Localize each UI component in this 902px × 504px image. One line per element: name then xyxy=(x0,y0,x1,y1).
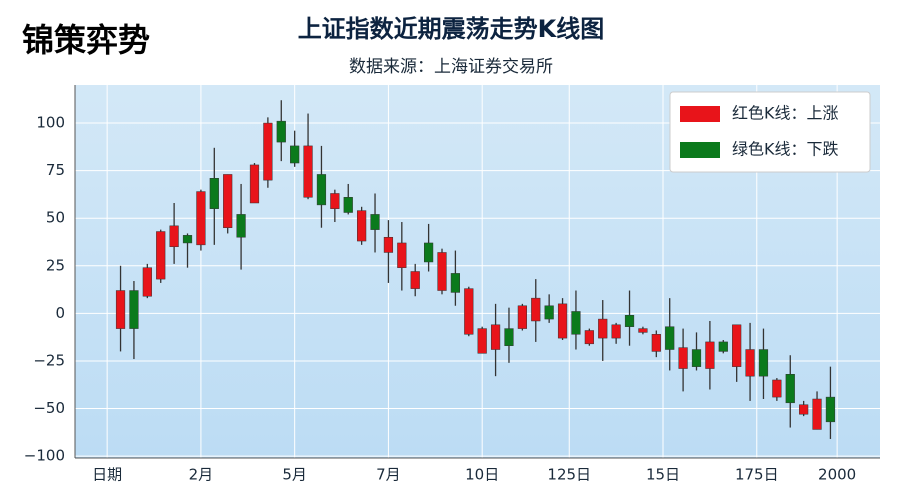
brand: 锦策弈势 xyxy=(22,21,150,59)
candle-body xyxy=(330,193,340,209)
candle-body xyxy=(571,311,581,335)
candle-body xyxy=(517,305,527,329)
candle-body xyxy=(357,210,367,242)
candle-body xyxy=(223,174,233,228)
candle-body xyxy=(772,379,782,398)
candle-body xyxy=(156,231,166,280)
x-tick-label: 175日 xyxy=(735,466,779,484)
candle-body xyxy=(651,334,661,352)
x-tick-label: 7月 xyxy=(376,466,401,484)
candle-body xyxy=(785,374,795,404)
candle-body xyxy=(437,252,447,291)
x-tick-label: 10日 xyxy=(465,466,499,484)
candle-body xyxy=(424,242,434,263)
candle-body xyxy=(397,242,407,268)
chart-subtitle: 数据来源：上海证券交易所 xyxy=(349,57,553,77)
candle-body xyxy=(410,271,420,289)
y-tick-label: −100 xyxy=(24,447,65,465)
candle-body xyxy=(718,341,728,352)
y-tick-label: 50 xyxy=(46,209,65,227)
candle-body xyxy=(370,214,380,230)
candle-body xyxy=(209,178,219,209)
candle-body xyxy=(812,398,822,430)
candle-body xyxy=(477,328,487,354)
candle-body xyxy=(531,297,541,322)
candle-body xyxy=(758,349,769,377)
y-tick-label: 75 xyxy=(46,161,65,179)
candle-body xyxy=(638,328,648,333)
y-tick-label: −50 xyxy=(33,399,65,417)
candle-body xyxy=(249,164,260,204)
candle-body xyxy=(678,347,688,369)
candle-body xyxy=(142,267,152,297)
x-tick-label: 2月 xyxy=(189,466,214,484)
x-tick-label: 日期 xyxy=(92,466,122,484)
candle-body xyxy=(263,122,273,181)
candle-body xyxy=(544,305,554,320)
legend-swatch xyxy=(680,142,720,158)
y-tick-label: 100 xyxy=(36,114,65,132)
y-tick-label: −25 xyxy=(33,351,65,369)
chart-title: 上证指数近期震荡走势K线图 xyxy=(298,15,605,43)
candle-body xyxy=(745,349,755,377)
candle-body xyxy=(129,290,139,329)
legend-swatch xyxy=(680,106,720,122)
candle-body xyxy=(490,324,501,350)
x-tick-label: 2000 xyxy=(818,466,856,484)
candle-body xyxy=(624,315,635,327)
x-tick-label: 15日 xyxy=(646,466,680,484)
legend-label: 红色K线：上涨 xyxy=(732,104,839,123)
candle-body xyxy=(169,225,179,248)
candle-body xyxy=(598,318,608,339)
x-tick-label: 125日 xyxy=(547,466,591,484)
candle-body xyxy=(584,330,594,345)
candle-body xyxy=(276,120,286,143)
candle-body xyxy=(825,396,836,423)
candle-body xyxy=(611,324,621,339)
candle-body xyxy=(450,273,461,293)
candle-body xyxy=(383,236,394,253)
candle-body xyxy=(557,303,568,339)
candle-body xyxy=(705,341,715,369)
candle-body xyxy=(504,328,514,346)
x-tick-label: 5月 xyxy=(282,466,307,484)
legend-label: 绿色K线：下跌 xyxy=(732,140,839,159)
candle-body xyxy=(182,235,193,244)
candle-body xyxy=(115,290,126,329)
candle-body xyxy=(732,324,742,367)
candle-body xyxy=(464,288,474,335)
candle-body xyxy=(290,145,300,164)
candle-body xyxy=(665,326,675,350)
candle-body xyxy=(691,349,702,367)
candle-body xyxy=(316,174,327,206)
candle-body xyxy=(236,214,246,238)
y-tick-label: 25 xyxy=(46,256,65,274)
candle-body xyxy=(196,191,206,246)
candle-body xyxy=(343,197,353,213)
y-tick-label: 0 xyxy=(55,304,65,322)
candle-body xyxy=(799,404,809,415)
candle-body xyxy=(303,145,313,198)
